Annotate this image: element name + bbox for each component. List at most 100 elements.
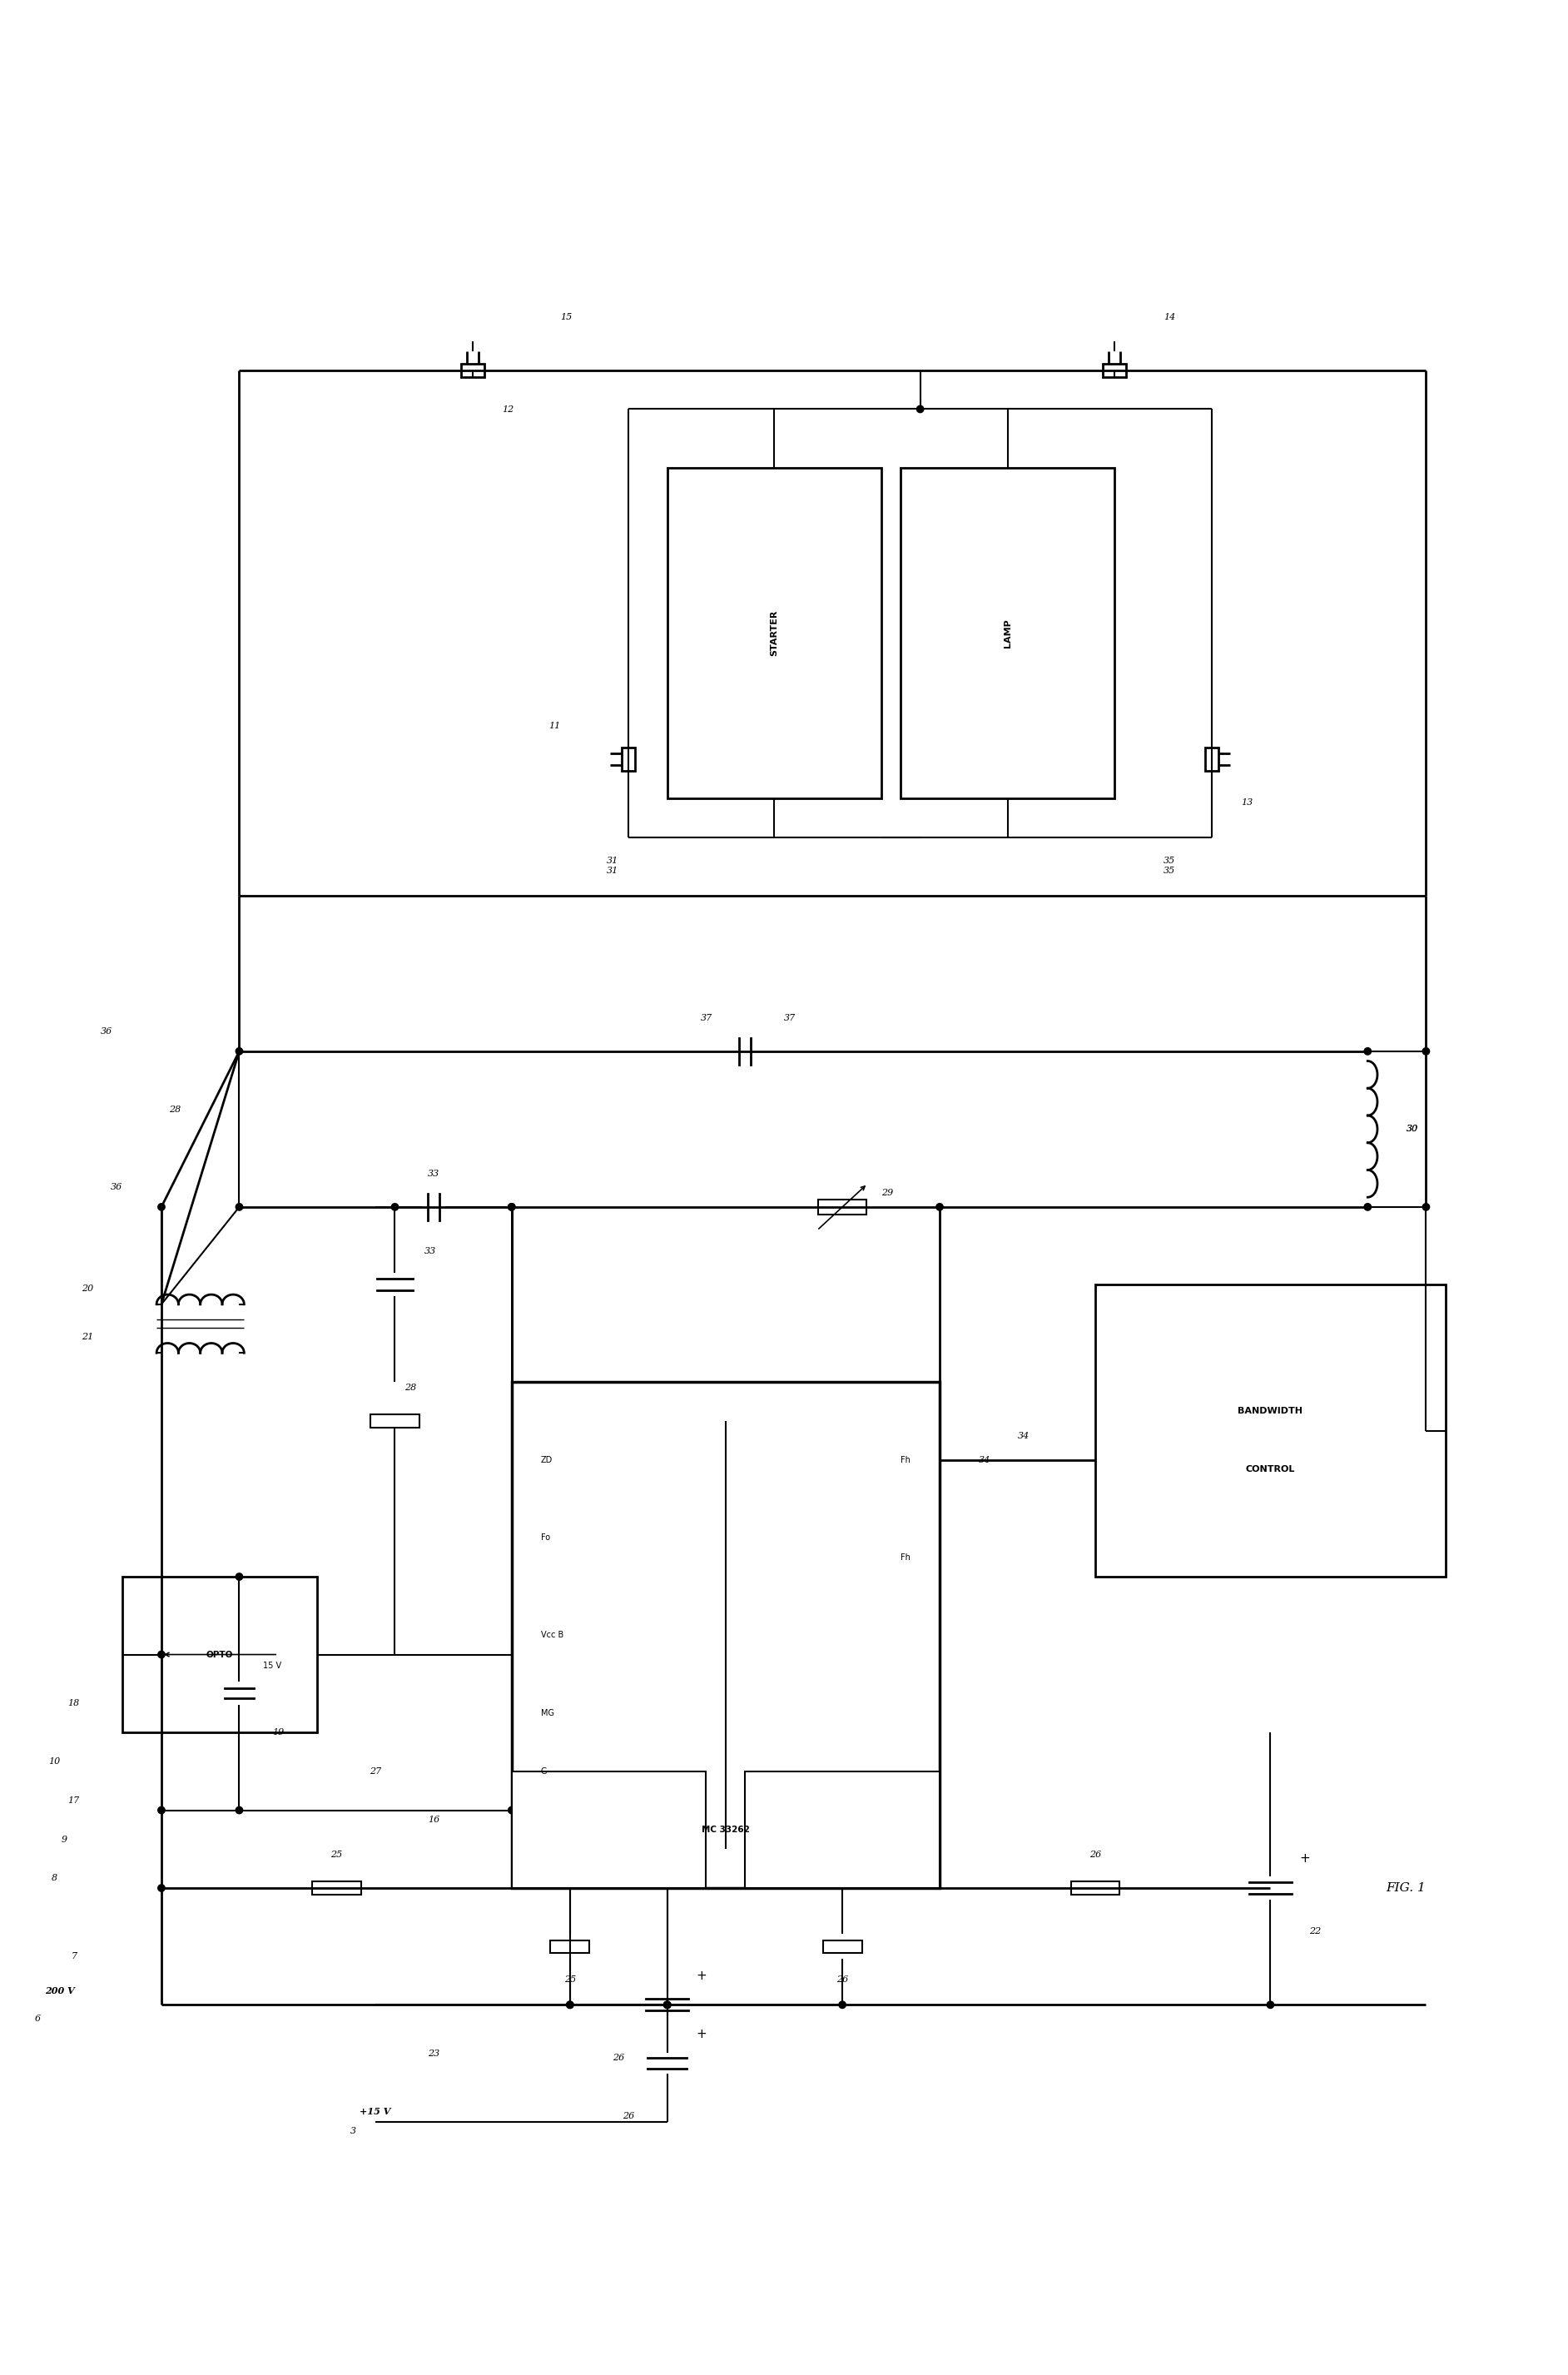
Circle shape — [158, 1807, 165, 1814]
Text: +: + — [696, 2028, 707, 2040]
Text: 35: 35 — [1163, 867, 1176, 874]
Text: FIG. 1: FIG. 1 — [1386, 1883, 1425, 1893]
Bar — [668, 468, 881, 798]
Text: OPTO: OPTO — [207, 1651, 234, 1658]
Text: 3: 3 — [350, 2128, 356, 2135]
Text: STARTER: STARTER — [770, 610, 778, 656]
Text: 15: 15 — [560, 314, 572, 321]
Text: 34: 34 — [1018, 1432, 1029, 1442]
Text: 30: 30 — [1406, 1126, 1419, 1133]
Bar — [1096, 1285, 1446, 1577]
Text: 10: 10 — [49, 1757, 60, 1765]
Text: 26: 26 — [622, 2111, 635, 2121]
Circle shape — [508, 1204, 516, 1211]
Text: 36: 36 — [100, 1028, 113, 1036]
Text: 33: 33 — [423, 1247, 436, 1256]
Text: 28: 28 — [405, 1385, 417, 1392]
Text: 12: 12 — [502, 406, 514, 413]
Text: 33: 33 — [428, 1168, 439, 1178]
Text: 30: 30 — [1406, 1126, 1419, 1133]
Text: MC 33262: MC 33262 — [701, 1826, 750, 1834]
Circle shape — [663, 2002, 671, 2009]
Text: Fh: Fh — [900, 1553, 911, 1560]
Text: 25: 25 — [331, 1850, 342, 1860]
Text: 23: 23 — [428, 2050, 439, 2057]
Text: 31: 31 — [607, 867, 619, 874]
Text: 29: 29 — [881, 1190, 894, 1197]
Text: 11: 11 — [549, 722, 560, 729]
Text: 26: 26 — [613, 2054, 624, 2062]
Text: CONTROL: CONTROL — [1245, 1465, 1295, 1475]
Circle shape — [839, 2002, 845, 2009]
Text: 9: 9 — [61, 1836, 67, 1843]
Text: +: + — [1300, 1853, 1311, 1864]
Text: 7: 7 — [71, 1952, 77, 1959]
Circle shape — [1364, 1204, 1370, 1211]
Circle shape — [392, 1204, 398, 1211]
Circle shape — [158, 1651, 165, 1658]
Circle shape — [936, 1204, 942, 1211]
Circle shape — [566, 2002, 574, 2009]
Bar — [900, 468, 1115, 798]
Text: +: + — [696, 1969, 707, 1981]
Circle shape — [917, 406, 924, 413]
Text: 6: 6 — [34, 2014, 41, 2024]
Text: 35: 35 — [1163, 857, 1176, 864]
Text: 26: 26 — [1090, 1850, 1101, 1860]
Text: LAMP: LAMP — [1004, 618, 1011, 648]
Text: 16: 16 — [428, 1817, 439, 1824]
Circle shape — [1267, 2002, 1273, 2009]
Text: Fh: Fh — [900, 1456, 911, 1463]
Text: 20: 20 — [82, 1285, 94, 1292]
Text: 21: 21 — [82, 1332, 94, 1342]
Circle shape — [566, 2002, 574, 2009]
Circle shape — [235, 1807, 243, 1814]
Circle shape — [235, 1047, 243, 1054]
Text: Fo: Fo — [541, 1534, 550, 1541]
Text: 19: 19 — [273, 1729, 284, 1736]
Circle shape — [1422, 1047, 1430, 1054]
Bar — [312, 1881, 361, 1895]
Bar — [1102, 363, 1126, 378]
Text: 34: 34 — [978, 1456, 991, 1463]
Circle shape — [235, 1204, 243, 1211]
Bar — [745, 1772, 939, 1888]
Circle shape — [508, 1204, 516, 1211]
Text: 13: 13 — [1242, 798, 1253, 808]
Circle shape — [158, 1883, 165, 1891]
Bar — [1071, 1881, 1120, 1895]
Text: ZD: ZD — [541, 1456, 552, 1463]
Text: 200 V: 200 V — [45, 1985, 74, 1995]
Bar — [823, 1940, 862, 1952]
Text: 31: 31 — [607, 857, 619, 864]
Circle shape — [663, 2002, 671, 2009]
Text: MG: MG — [541, 1708, 554, 1717]
Circle shape — [1422, 1204, 1430, 1211]
Bar — [122, 1577, 317, 1731]
Circle shape — [235, 1572, 243, 1579]
Text: 36: 36 — [111, 1183, 122, 1192]
Text: 25: 25 — [564, 1976, 575, 1983]
Bar — [511, 1772, 706, 1888]
Text: BANDWIDTH: BANDWIDTH — [1237, 1406, 1303, 1416]
Text: 37: 37 — [701, 1014, 712, 1021]
Text: 15 V: 15 V — [262, 1662, 281, 1670]
Bar — [461, 363, 485, 378]
Text: 22: 22 — [1309, 1926, 1322, 1936]
Text: 37: 37 — [784, 1014, 797, 1021]
Circle shape — [663, 2002, 671, 2009]
Text: 8: 8 — [52, 1874, 58, 1883]
Bar — [818, 1199, 867, 1214]
Text: 17: 17 — [67, 1796, 80, 1805]
Circle shape — [1364, 1047, 1370, 1054]
Text: Vcc B: Vcc B — [541, 1632, 563, 1639]
Text: +15 V: +15 V — [361, 2107, 390, 2116]
Circle shape — [508, 1807, 516, 1814]
Bar — [511, 1382, 939, 1888]
Text: 18: 18 — [67, 1698, 80, 1708]
Text: 26: 26 — [836, 1976, 848, 1983]
Text: 28: 28 — [169, 1104, 180, 1114]
Circle shape — [158, 1204, 165, 1211]
Bar — [1206, 748, 1218, 772]
Bar — [550, 1940, 590, 1952]
